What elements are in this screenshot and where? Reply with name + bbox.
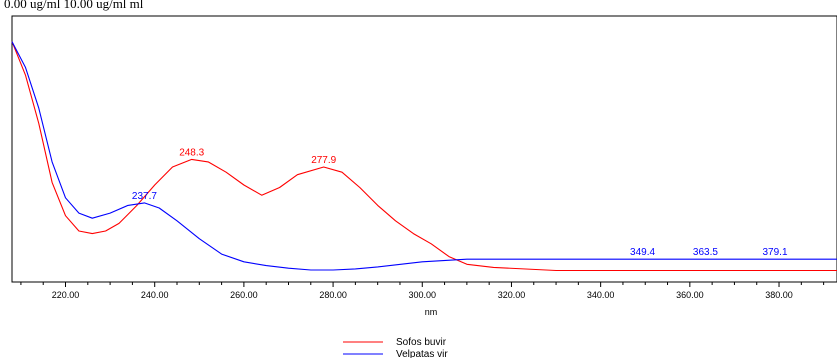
- x-tick-label-3: 280.00: [319, 290, 347, 300]
- x-tick-label-5: 320.00: [498, 290, 526, 300]
- legend-label-2: Velpatas vir: [396, 349, 448, 358]
- peak-label-5: 379.1: [762, 247, 787, 258]
- peak-label-0: 248.3: [179, 147, 204, 158]
- x-tick-label-7: 360.00: [676, 290, 704, 300]
- x-tick-label-4: 300.00: [409, 290, 437, 300]
- x-tick-label-1: 240.00: [141, 290, 169, 300]
- peak-label-4: 363.5: [693, 247, 718, 258]
- peak-annotations: 248.3 277.9 237.7 349.4 363.5 379.1: [132, 147, 788, 258]
- x-tick-label-6: 340.00: [587, 290, 615, 300]
- peak-label-2: 237.7: [132, 191, 157, 202]
- x-axis: 220.00 240.00 260.00 280.00 300.00 320.00 340.…: [20, 282, 825, 300]
- x-tick-label-0: 220.00: [52, 290, 80, 300]
- series-line-2: [11, 41, 837, 271]
- plot-frame: [11, 15, 837, 283]
- x-axis-label: nm: [425, 307, 438, 317]
- x-tick-label-2: 260.00: [230, 290, 258, 300]
- series-layer: [11, 41, 837, 272]
- series-line-1: [11, 41, 837, 272]
- x-tick-label-8: 380.00: [765, 290, 793, 300]
- legend-label-1: Sofos buvir: [396, 337, 447, 348]
- top-caption: 0.00 ug/ml 10.00 ug/ml ml: [4, 0, 144, 11]
- peak-label-3: 349.4: [630, 247, 655, 258]
- peak-label-1: 277.9: [311, 155, 336, 166]
